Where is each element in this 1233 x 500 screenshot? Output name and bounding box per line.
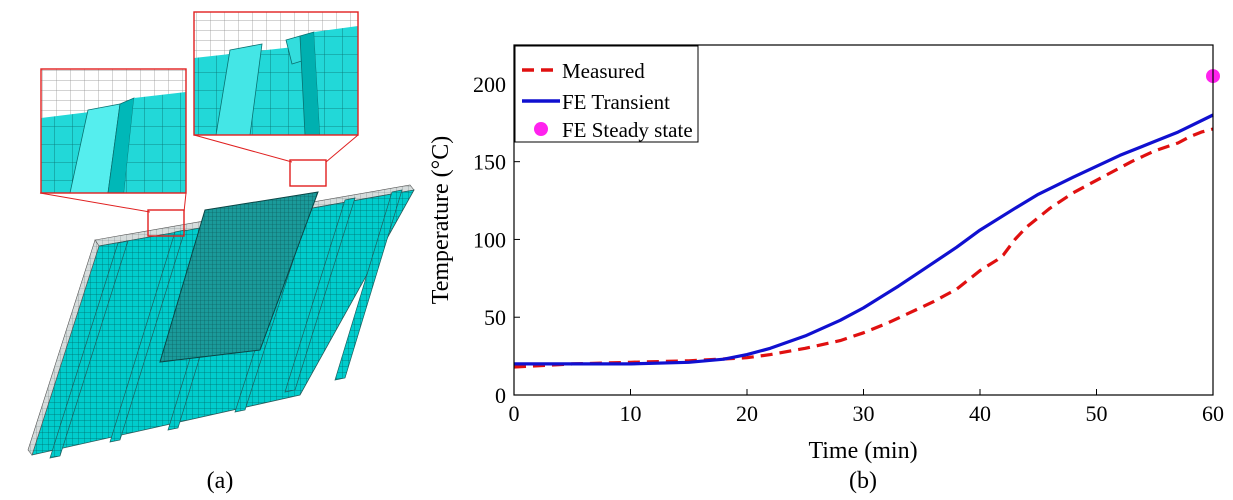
legend-swatch-steady: [534, 122, 548, 136]
x-axis-label: Time (min): [808, 438, 917, 464]
x-tick-label: 10: [620, 401, 642, 426]
axes-frame: [513, 44, 1214, 396]
x-tick-label: 40: [969, 401, 991, 426]
rib: [284, 197, 356, 393]
center-plate: [159, 191, 319, 363]
callout-line: [325, 134, 359, 163]
x-axis: 0 10 20 30 40 50 60: [509, 389, 1224, 426]
temperature-chart: 0 50 100 150 200 0 10 20 30 40 50 60 Time (min) Te…: [428, 44, 1224, 494]
zoom-inset-right: [193, 11, 359, 136]
x-tick-label: 30: [853, 401, 875, 426]
callout-line: [193, 134, 293, 163]
rib: [49, 240, 129, 459]
panel-a-label: (a): [207, 468, 234, 494]
legend: Measured FE Transient FE Steady state: [514, 45, 699, 143]
x-tick-label: 60: [1202, 401, 1224, 426]
panel-b-label: (b): [849, 468, 877, 494]
y-axis-label: Temperature (°C): [428, 136, 454, 305]
x-tick-label: 0: [509, 401, 520, 426]
y-axis: 0 50 100 150 200: [473, 72, 520, 408]
y-tick-label: 150: [473, 150, 506, 175]
callout-line: [39, 192, 151, 213]
y-tick-label: 200: [473, 72, 506, 97]
fe-mesh-model: (a): [27, 11, 415, 494]
slab-left-edge: [27, 239, 100, 456]
callout-marker-right: [289, 159, 327, 187]
rib: [334, 189, 403, 381]
legend-label-steady: FE Steady state: [562, 118, 693, 142]
y-tick-label: 100: [473, 227, 506, 252]
x-tick-label: 20: [736, 401, 758, 426]
series-line-measured: [513, 127, 1214, 369]
x-tick-label: 50: [1086, 401, 1108, 426]
y-tick-label: 50: [484, 305, 506, 330]
y-tick-label: 0: [495, 383, 506, 408]
legend-label-measured: Measured: [562, 59, 645, 83]
series-line-fe-transient: [514, 113, 1214, 366]
legend-label-transient: FE Transient: [562, 90, 670, 114]
callout-marker-left: [147, 209, 185, 237]
rib: [109, 229, 186, 443]
zoom-inset-left: [40, 68, 187, 194]
callout-line: [183, 192, 187, 213]
